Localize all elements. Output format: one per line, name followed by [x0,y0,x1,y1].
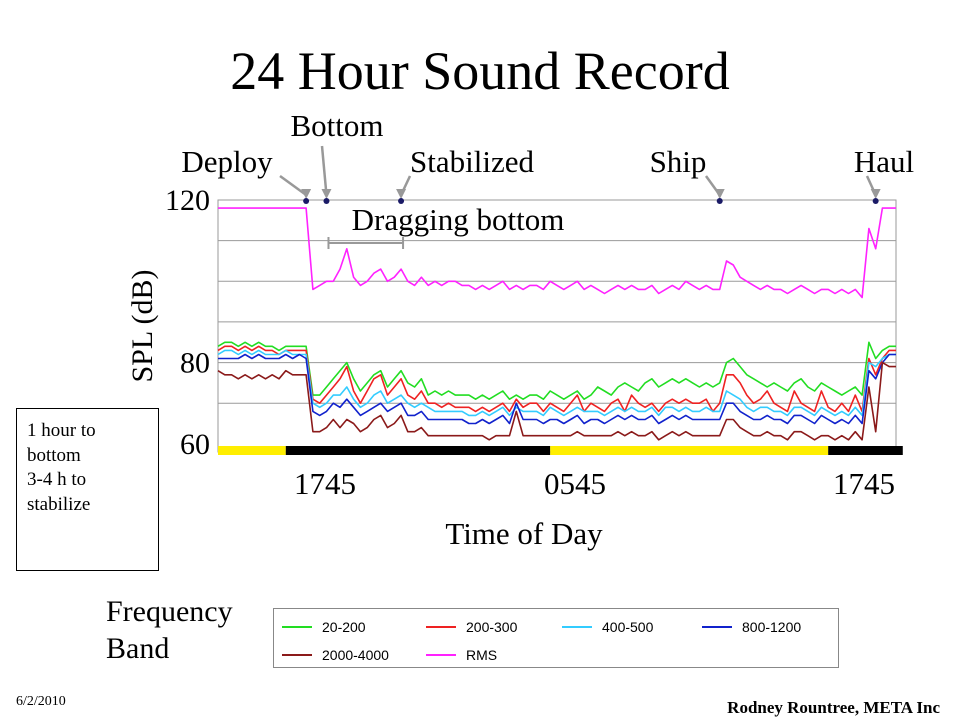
y-axis-label: SPL (dB) [126,269,159,382]
annotation-marker [716,198,723,204]
legend-swatch [426,626,456,628]
span-label: Dragging bottom [352,202,565,237]
legend-item-20-200: 20-200 [282,619,366,635]
series-line-20-200 [217,341,896,400]
legend-label: RMS [466,647,498,663]
time-bar-segment [285,446,551,455]
time-bar-segment [218,446,286,455]
annotation-label: Bottom [290,108,383,143]
note-line-3: 3-4 h to [27,469,87,491]
x-tick-label: 1745 [294,466,356,501]
annotation-arrowhead [396,189,407,199]
legend-item-2000-4000: 2000-4000 [282,647,389,663]
annotation-arrowhead [321,189,332,199]
note-line-2: bottom [27,444,81,466]
sound-record-chart: 60 80 120 1745 0545 1745 Deploy Bottom Stabili… [126,108,914,551]
legend: 20-200 200-300 400-500 800-1200 2000-400… [273,608,839,668]
legend-label: 20-200 [322,619,366,635]
legend-title-line-2: Band [106,631,170,665]
legend-label: 2000-4000 [322,647,389,663]
legend-label: 200-300 [466,619,518,635]
series-line-rms [218,207,896,299]
annotation-arrowhead [870,189,881,199]
annotation-label: Stabilized [410,144,534,179]
y-tick-label: 80 [180,347,210,380]
legend-title: Frequency Band [106,594,233,668]
legend-swatch [702,626,732,628]
series-line-2000-4000 [217,361,896,441]
legend-label: 800-1200 [742,619,802,635]
note-line-4: stabilize [27,494,91,516]
slide-date: 6/2/2010 [16,694,66,709]
annotation-marker [872,198,879,204]
legend-label: 400-500 [602,619,654,635]
annotation-label: Deploy [181,144,273,179]
note-line-1: 1 hour to [27,420,96,441]
series-line-400-500 [217,349,896,417]
annotation-marker [398,198,405,204]
slide-title: 24 Hour Sound Record [230,41,730,101]
time-bar-segment [828,446,903,455]
legend-item-400-500: 400-500 [562,619,653,635]
annotation-label: Haul [854,144,914,179]
y-tick-label: 60 [180,428,210,461]
x-axis-label: Time of Day [445,516,603,551]
series-line-200-300 [217,345,896,413]
note-box: 1 hour to bottom 3-4 h to stabilize [16,408,159,571]
legend-swatch [562,626,592,628]
annotation-marker [303,198,310,204]
annotation-arrow [320,145,328,196]
annotation-marker [323,198,330,204]
legend-title-line-1: Frequency [106,595,233,628]
legend-swatch [282,654,312,656]
annotation-label: Ship [650,144,707,179]
annotation-arrowhead [301,189,312,199]
legend-item-200-300: 200-300 [426,619,517,635]
legend-item-rms: RMS [426,647,497,663]
series-line-800-1200 [218,353,896,425]
annotation-arrowhead [714,189,725,199]
y-tick-label: 120 [165,184,210,217]
legend-swatch [282,626,312,628]
plot-frame [217,199,897,453]
x-tick-label: 0545 [544,466,606,501]
time-bar-segment [550,446,829,455]
legend-swatch [426,654,456,656]
slide-author: Rodney Rountree, META Inc [727,698,940,717]
legend-item-800-1200: 800-1200 [702,619,801,635]
x-tick-label: 1745 [833,466,895,501]
annotation-arrow [279,174,307,197]
